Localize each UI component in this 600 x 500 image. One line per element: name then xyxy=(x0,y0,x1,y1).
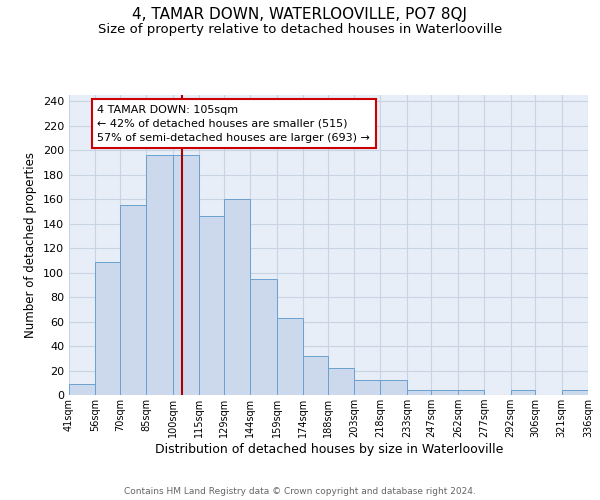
Bar xyxy=(250,278,277,395)
Bar xyxy=(199,216,224,395)
Bar xyxy=(95,262,120,395)
Text: 4, TAMAR DOWN, WATERLOOVILLE, PO7 8QJ: 4, TAMAR DOWN, WATERLOOVILLE, PO7 8QJ xyxy=(133,8,467,22)
Bar xyxy=(328,368,354,395)
Bar xyxy=(511,390,535,395)
Bar xyxy=(173,155,199,395)
Text: Contains HM Land Registry data © Crown copyright and database right 2024.
Contai: Contains HM Land Registry data © Crown c… xyxy=(103,488,497,500)
Bar xyxy=(277,318,303,395)
Bar xyxy=(146,155,173,395)
Bar xyxy=(120,205,146,395)
Text: Distribution of detached houses by size in Waterlooville: Distribution of detached houses by size … xyxy=(155,442,503,456)
Bar xyxy=(303,356,328,395)
Text: Size of property relative to detached houses in Waterlooville: Size of property relative to detached ho… xyxy=(98,24,502,36)
Bar xyxy=(354,380,380,395)
Bar xyxy=(224,199,250,395)
Y-axis label: Number of detached properties: Number of detached properties xyxy=(25,152,37,338)
Text: 4 TAMAR DOWN: 105sqm
← 42% of detached houses are smaller (515)
57% of semi-deta: 4 TAMAR DOWN: 105sqm ← 42% of detached h… xyxy=(97,105,370,143)
Bar xyxy=(431,390,458,395)
Bar xyxy=(407,390,431,395)
Bar xyxy=(380,380,407,395)
Bar xyxy=(69,384,95,395)
Bar xyxy=(458,390,484,395)
Bar xyxy=(562,390,588,395)
